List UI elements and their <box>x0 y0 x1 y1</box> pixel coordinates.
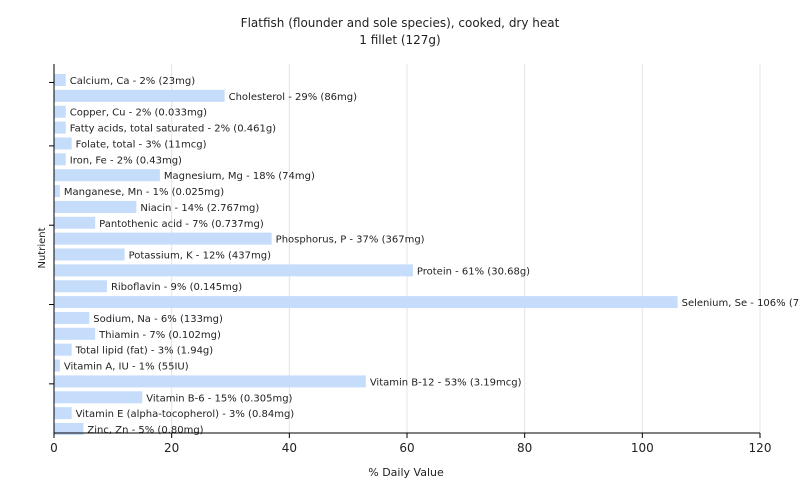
bar <box>54 169 160 182</box>
bar-label: Riboflavin - 9% (0.145mg) <box>111 282 242 293</box>
bar <box>54 280 107 293</box>
bar-label: Manganese, Mn - 1% (0.025mg) <box>64 187 224 198</box>
bar-label: Pantothenic acid - 7% (0.737mg) <box>99 219 264 230</box>
bar <box>54 137 72 150</box>
bar <box>54 232 272 245</box>
bar-label: Vitamin A, IU - 1% (55IU) <box>64 362 189 373</box>
bar-label: Folate, total - 3% (11mcg) <box>76 139 207 150</box>
axes-group: 0 20 40 60 80 100 120 <box>49 64 771 455</box>
bar <box>54 375 366 388</box>
bar <box>54 74 66 86</box>
x-tick-label: 120 <box>749 441 772 455</box>
bar-label: Vitamin B-12 - 53% (3.19mcg) <box>370 377 522 388</box>
bar <box>54 264 413 277</box>
bar <box>54 89 225 102</box>
bar-label: Sodium, Na - 6% (133mg) <box>93 314 223 325</box>
bar <box>54 311 90 324</box>
bar <box>54 391 143 404</box>
x-tick-label: 60 <box>399 441 414 455</box>
bar-label: Niacin - 14% (2.767mg) <box>140 203 259 214</box>
bar-label: Iron, Fe - 2% (0.43mg) <box>70 155 182 166</box>
bar-label: Thiamin - 7% (0.102mg) <box>98 330 221 341</box>
x-axis-label: % Daily Value <box>368 466 444 479</box>
bar-label: Copper, Cu - 2% (0.033mg) <box>70 108 207 119</box>
bar <box>54 359 60 372</box>
bar <box>54 216 96 229</box>
bar-label: Fatty acids, total saturated - 2% (0.461… <box>70 124 276 135</box>
bar-label: Selenium, Se - 106% (73.9mcg) <box>682 298 800 309</box>
bar <box>54 296 678 309</box>
bar-label: Total lipid (fat) - 3% (1.94g) <box>75 346 214 357</box>
bar-label: Cholesterol - 29% (86mg) <box>229 92 358 103</box>
bar-label: Vitamin B-6 - 15% (0.305mg) <box>146 393 292 404</box>
bar <box>54 343 72 356</box>
bar-label: Potassium, K - 12% (437mg) <box>129 251 271 262</box>
bars-group: Calcium, Ca - 2% (23mg) Cholesterol - 29%… <box>54 74 800 436</box>
bar <box>54 407 72 420</box>
bar <box>54 200 137 213</box>
bar-label: Protein - 61% (30.68g) <box>417 266 530 277</box>
bar <box>54 423 84 435</box>
bar <box>54 105 66 118</box>
y-axis-label: Nutrient <box>37 227 48 268</box>
bar <box>54 153 66 166</box>
chart-subtitle: 1 fillet (127g) <box>359 33 440 47</box>
gridlines <box>171 64 761 433</box>
bar-label: Zinc, Zn - 5% (0.80mg) <box>87 425 203 436</box>
bar-label: Vitamin E (alpha-tocopherol) - 3% (0.84m… <box>76 409 295 420</box>
bar <box>54 248 125 261</box>
bar <box>54 121 66 134</box>
x-tick-label: 100 <box>631 441 654 455</box>
chart-title: Flatfish (flounder and sole species), co… <box>241 16 560 30</box>
x-tick-label: 40 <box>282 441 297 455</box>
x-tick-label: 0 <box>50 441 58 455</box>
bar-label: Phosphorus, P - 37% (367mg) <box>276 235 425 246</box>
bar-label: Calcium, Ca - 2% (23mg) <box>70 76 195 87</box>
bar <box>54 327 96 340</box>
x-tick-label: 80 <box>517 441 532 455</box>
bar-label: Magnesium, Mg - 18% (74mg) <box>164 171 315 182</box>
x-tick-label: 20 <box>164 441 179 455</box>
bar <box>54 185 60 198</box>
